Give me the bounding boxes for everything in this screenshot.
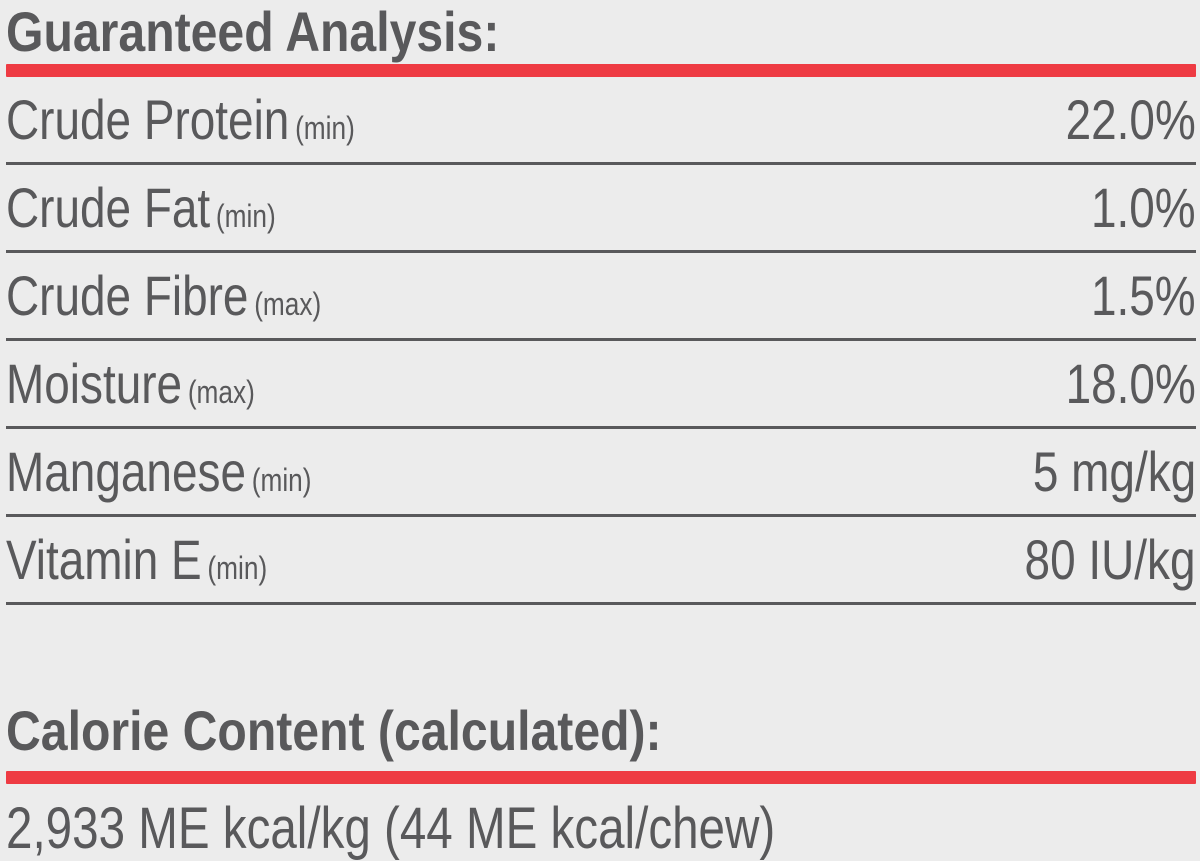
row-value: 80 IU/kg xyxy=(1024,527,1196,591)
row-label-wrap: Vitamin E (min) xyxy=(6,531,268,588)
table-row-vitamin-e: Vitamin E (min) 80 IU/kg xyxy=(6,517,1196,605)
calorie-content-title: Calorie Content (calculated): xyxy=(6,699,662,762)
guaranteed-analysis-table: Crude Protein (min) 22.0% Crude Fat (min) … xyxy=(6,77,1196,605)
row-label: Crude Protein xyxy=(6,87,290,151)
calorie-content-section: Calorie Content (calculated): 2,933 ME k… xyxy=(6,699,1196,858)
guaranteed-analysis-section: Guaranteed Analysis: Crude Protein (min) … xyxy=(6,0,1196,605)
row-value: 22.0% xyxy=(1065,87,1196,151)
row-qualifier: (min) xyxy=(207,549,268,586)
row-qualifier: (min) xyxy=(215,197,276,234)
row-value: 18.0% xyxy=(1065,351,1196,415)
row-qualifier: (min) xyxy=(295,109,355,146)
table-row-crude-protein: Crude Protein (min) 22.0% xyxy=(6,77,1196,165)
row-label-wrap: Crude Fibre (max) xyxy=(6,267,322,324)
row-qualifier: (max) xyxy=(254,285,322,322)
table-row-crude-fat: Crude Fat (min) 1.0% xyxy=(6,165,1196,253)
calorie-content-value: 2,933 ME kcal/kg (44 ME kcal/chew) xyxy=(6,796,776,861)
row-label: Moisture xyxy=(6,351,183,415)
table-row-manganese: Manganese (min) 5 mg/kg xyxy=(6,429,1196,517)
row-label-wrap: Moisture (max) xyxy=(6,355,255,412)
row-qualifier: (max) xyxy=(187,373,255,410)
row-value: 5 mg/kg xyxy=(1032,439,1196,503)
row-label: Crude Fat xyxy=(6,175,211,239)
row-label: Vitamin E xyxy=(6,527,202,591)
row-label-wrap: Crude Fat (min) xyxy=(6,179,276,236)
row-value: 1.0% xyxy=(1091,175,1196,239)
row-label-wrap: Crude Protein (min) xyxy=(6,91,355,148)
guaranteed-analysis-title: Guaranteed Analysis: xyxy=(6,0,500,63)
red-divider-bottom xyxy=(6,771,1196,784)
row-label-wrap: Manganese (min) xyxy=(6,443,312,500)
red-divider-top xyxy=(6,64,1196,77)
table-row-crude-fibre: Crude Fibre (max) 1.5% xyxy=(6,253,1196,341)
row-label: Manganese xyxy=(6,439,246,503)
row-value: 1.5% xyxy=(1091,263,1196,327)
row-label: Crude Fibre xyxy=(6,263,249,327)
row-qualifier: (min) xyxy=(251,461,312,498)
table-row-moisture: Moisture (max) 18.0% xyxy=(6,341,1196,429)
